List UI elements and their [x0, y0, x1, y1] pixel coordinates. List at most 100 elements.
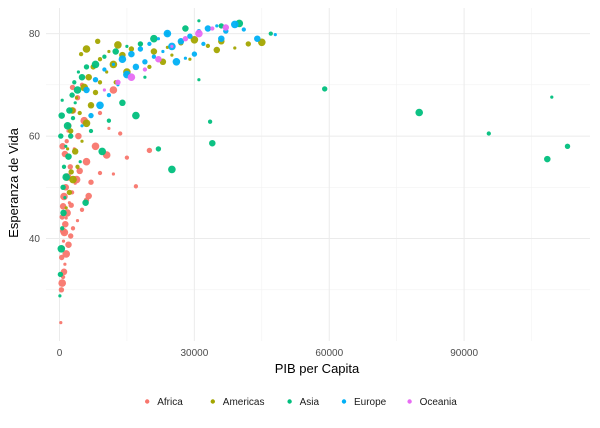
data-point: [151, 54, 157, 59]
data-point: [78, 51, 84, 57]
data-point: [58, 287, 65, 293]
data-point: [68, 133, 74, 139]
data-point: [69, 175, 77, 184]
data-point: [69, 92, 75, 98]
data-point: [60, 184, 66, 190]
data-point: [564, 143, 571, 149]
data-point: [66, 189, 73, 196]
legend-key: [145, 399, 150, 404]
data-point: [82, 45, 91, 53]
data-point: [115, 79, 121, 86]
data-point: [245, 41, 251, 47]
data-point: [68, 233, 74, 239]
data-point: [66, 107, 73, 114]
data-point: [60, 209, 67, 217]
data-point: [170, 44, 174, 49]
data-point: [150, 48, 158, 55]
data-point: [58, 133, 64, 139]
legend-label: Oceania: [420, 397, 458, 408]
legend-item: Asia: [287, 397, 319, 408]
data-point: [183, 56, 187, 60]
data-point: [63, 262, 67, 266]
data-point: [97, 80, 103, 85]
data-point: [76, 167, 83, 175]
data-point: [147, 41, 152, 47]
grid-minor: [46, 8, 590, 341]
data-point: [61, 164, 67, 169]
data-point: [85, 192, 92, 200]
data-point: [268, 31, 273, 36]
data-point: [96, 101, 104, 110]
data-point: [322, 86, 328, 92]
data-point: [146, 147, 153, 154]
data-point: [241, 27, 246, 32]
data-point: [109, 86, 118, 94]
y-axis-ticks: 40 60 80: [29, 29, 41, 245]
data-point: [190, 36, 199, 44]
data-point: [195, 29, 203, 38]
data-point: [172, 58, 181, 66]
legend: Africa Americas Asia Europe Oceania: [145, 397, 457, 408]
legend-key: [341, 399, 347, 404]
data-point: [73, 86, 82, 94]
data-point: [61, 239, 66, 243]
data-point: [132, 63, 140, 71]
data-point: [62, 250, 70, 258]
data-point: [92, 89, 99, 96]
data-point: [60, 98, 64, 102]
grid-major: [46, 8, 590, 341]
data-point: [182, 36, 189, 42]
data-point: [118, 131, 123, 136]
data-point: [156, 37, 160, 41]
data-point: [91, 60, 100, 69]
data-point: [111, 172, 115, 176]
data-point: [191, 51, 198, 57]
data-point: [222, 24, 230, 31]
data-point: [92, 77, 99, 83]
data-point: [58, 279, 66, 287]
data-point: [73, 101, 77, 105]
data-point: [544, 155, 551, 163]
data-point: [128, 50, 135, 58]
data-point: [97, 170, 103, 176]
x-axis-title: PIB per Capita: [275, 361, 360, 376]
data-point: [59, 321, 63, 325]
legend-label: Asia: [300, 397, 320, 408]
data-point: [127, 73, 136, 81]
data-point: [75, 164, 80, 169]
data-point: [124, 155, 130, 160]
data-point: [254, 35, 261, 42]
data-point: [63, 122, 72, 130]
data-point: [69, 84, 76, 91]
data-point: [155, 146, 162, 152]
data-point: [107, 49, 111, 54]
x-tick-label: 0: [57, 348, 63, 359]
data-point: [68, 169, 74, 175]
data-point: [147, 64, 152, 70]
y-tick-label: 60: [29, 132, 41, 143]
data-point: [132, 111, 140, 120]
legend-item: Americas: [210, 397, 265, 408]
data-point: [137, 46, 144, 52]
data-point: [71, 148, 79, 155]
data-point: [142, 59, 148, 65]
data-point: [64, 206, 68, 210]
data-point: [57, 271, 64, 278]
data-point: [70, 226, 76, 231]
data-point: [63, 196, 67, 200]
data-point: [112, 48, 119, 55]
data-point: [72, 80, 77, 85]
legend-item: Africa: [145, 397, 183, 408]
legend-key: [210, 399, 215, 404]
data-point: [118, 55, 127, 63]
data-point: [273, 33, 277, 37]
data-point: [97, 110, 103, 116]
data-point: [213, 46, 221, 54]
legend-label: Europe: [354, 397, 387, 408]
legend-label: Americas: [223, 397, 265, 408]
data-point: [233, 46, 237, 50]
data-point: [87, 102, 95, 109]
data-point: [88, 128, 94, 134]
data-point: [209, 139, 216, 147]
data-point: [177, 38, 185, 45]
